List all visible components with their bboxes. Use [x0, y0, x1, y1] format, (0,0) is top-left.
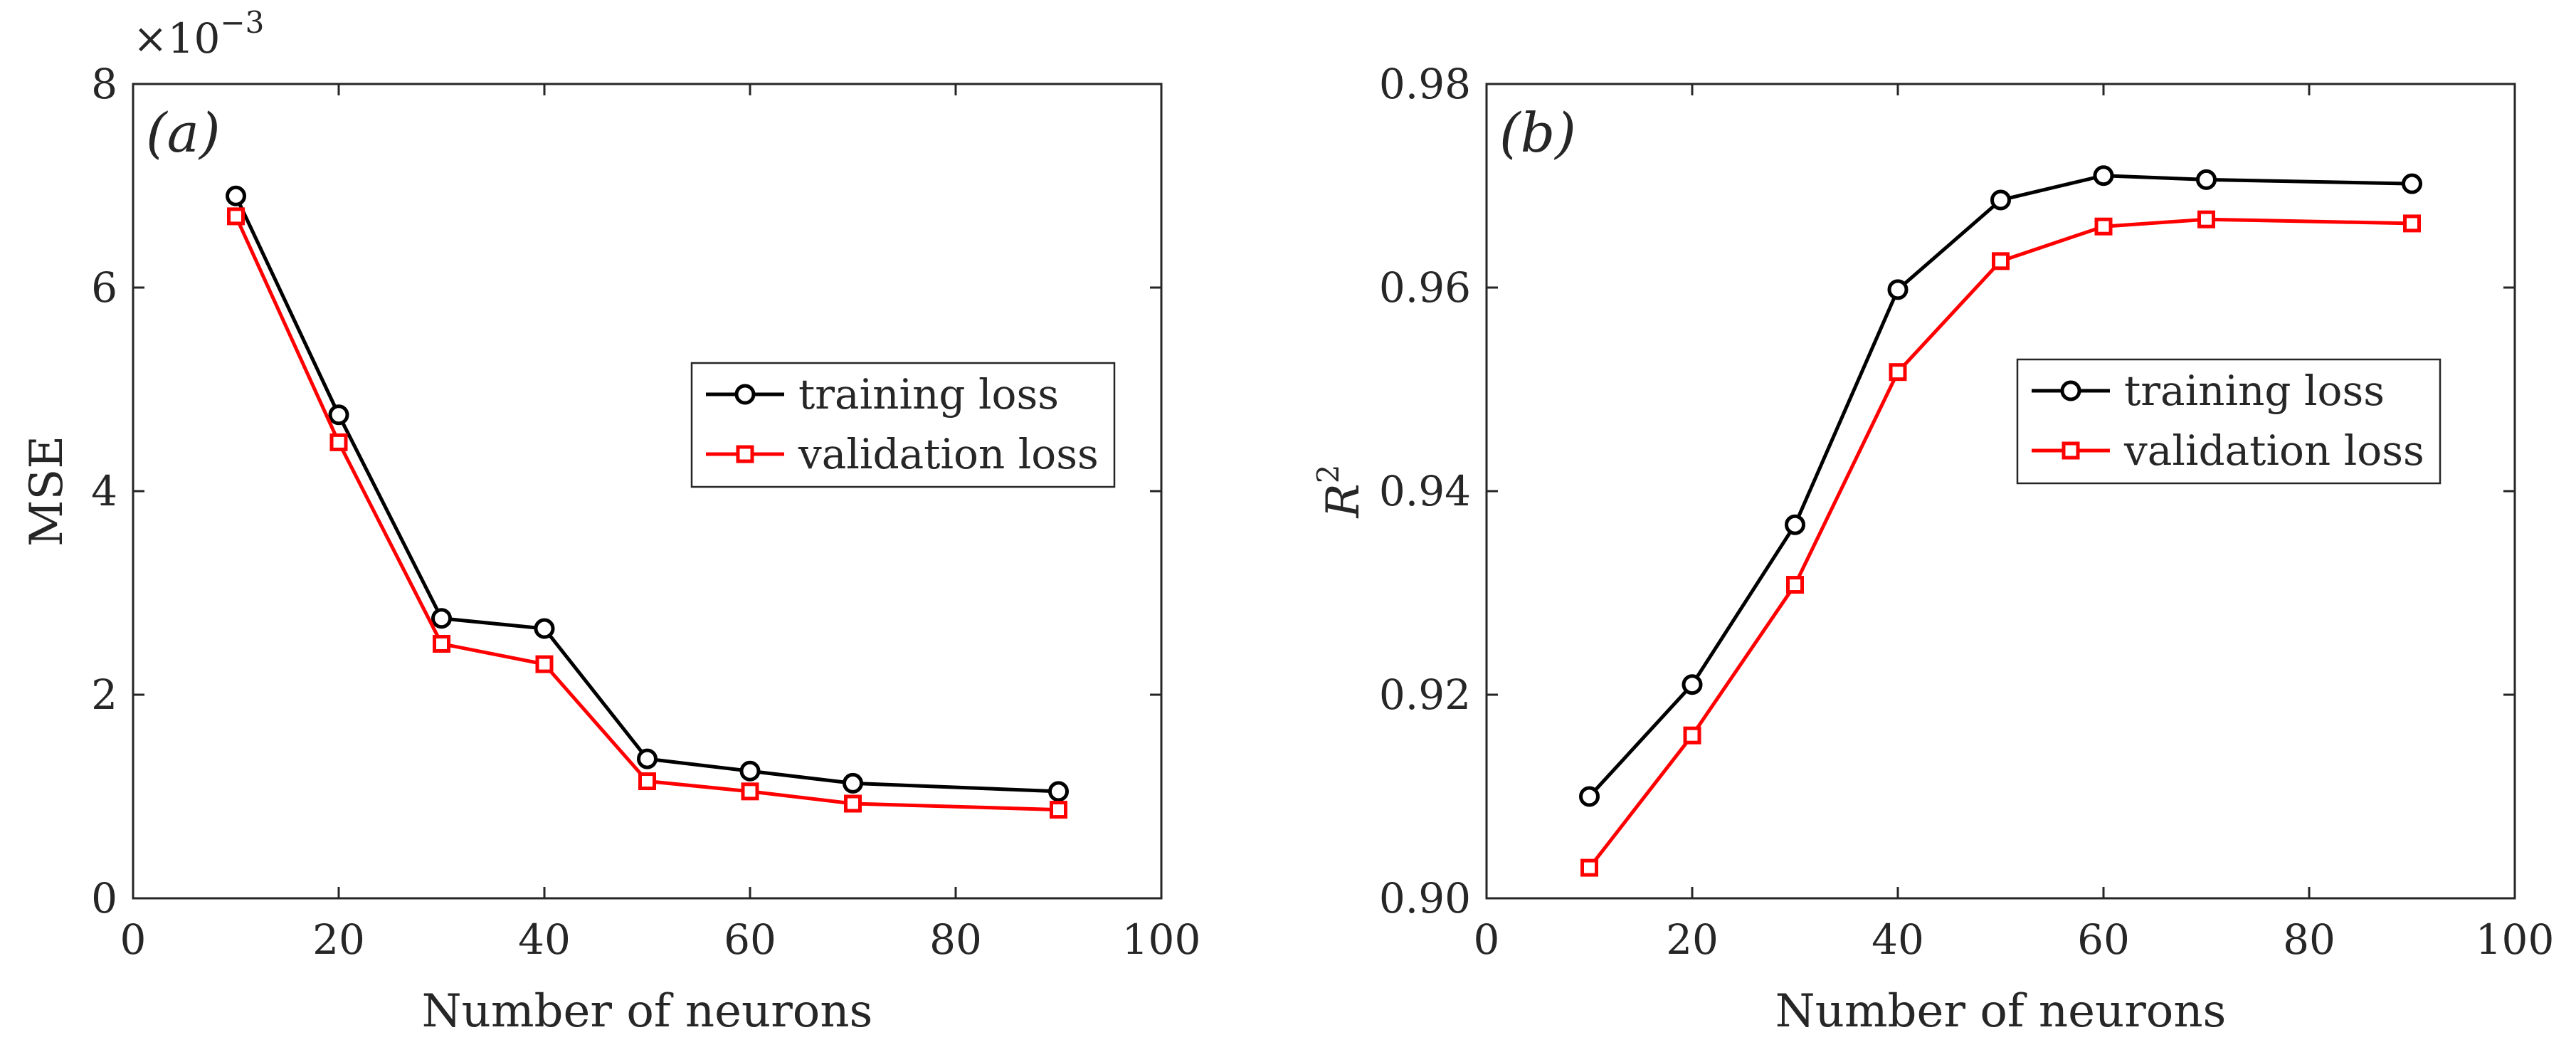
- y-axis-label: R2: [1311, 465, 1370, 519]
- x-tick-label: 20: [312, 915, 365, 964]
- data-point-validation: [1683, 726, 1701, 745]
- legend-entry-validation: validation loss: [2123, 426, 2424, 475]
- x-tick-label: 80: [2283, 915, 2335, 964]
- series-line-validation: [1588, 217, 2412, 869]
- legend-marker-circle: [2060, 380, 2081, 401]
- data-point-validation: [329, 433, 348, 451]
- data-point-validation: [1786, 576, 1804, 594]
- y-axis-label-text: MSE: [21, 436, 73, 547]
- y-axis-label-text: R: [1317, 483, 1370, 518]
- x-tick-label: 60: [724, 915, 776, 964]
- y-tick-label: 0.96: [1379, 263, 1471, 312]
- data-point-validation: [2403, 214, 2421, 233]
- data-point-training: [1048, 781, 1069, 802]
- series-line-validation: [234, 215, 1059, 812]
- data-point-training: [328, 404, 349, 426]
- data-point-validation: [2094, 217, 2113, 236]
- legend-box: [690, 362, 1116, 488]
- x-tick-label: 80: [929, 915, 982, 964]
- legend: training loss validation loss: [2016, 358, 2442, 485]
- data-point-validation: [844, 794, 862, 813]
- y-tick-label: 0.94: [1379, 467, 1471, 515]
- panel-label: (b): [1499, 101, 1576, 164]
- data-point-validation: [638, 772, 656, 791]
- data-point-validation: [741, 782, 759, 801]
- data-point-training: [843, 772, 863, 794]
- x-tick-label: 20: [1666, 915, 1719, 964]
- data-point-training: [739, 760, 761, 782]
- x-tick-label: 100: [2476, 915, 2555, 964]
- data-point-training: [637, 748, 658, 769]
- data-point-training: [1682, 674, 1703, 695]
- data-point-training: [431, 608, 452, 629]
- y-tick-label: 0: [91, 874, 117, 922]
- x-tick-label: 40: [518, 915, 571, 964]
- legend-marker-square: [2062, 441, 2080, 460]
- legend-marker-circle: [734, 384, 756, 405]
- legend-marker-square: [736, 445, 754, 463]
- y-axis-label-superscript: 2: [1311, 465, 1346, 484]
- data-point-validation: [227, 207, 245, 226]
- y-tick-label: 2: [91, 671, 117, 719]
- y-multiplier-exponent: −3: [220, 5, 264, 40]
- x-axis-label: Number of neurons: [1775, 985, 2227, 1038]
- y-tick-label: 4: [91, 467, 117, 515]
- x-axis-label: Number of neurons: [422, 985, 873, 1038]
- legend-entry-validation: validation loss: [798, 430, 1099, 478]
- x-tick-label: 100: [1122, 915, 1201, 964]
- data-point-validation: [1992, 252, 2010, 270]
- y-axis-label: MSE: [21, 436, 73, 547]
- y-tick-label: 6: [91, 263, 117, 312]
- x-tick-label: 0: [120, 915, 147, 964]
- legend-box: [2016, 358, 2442, 485]
- y-multiplier-label: ×10−3: [133, 5, 264, 63]
- data-point-validation: [535, 655, 554, 673]
- x-tick-label: 60: [2077, 915, 2130, 964]
- legend-entry-training: training loss: [2124, 367, 2385, 415]
- legend-entry-training: training loss: [798, 370, 1059, 419]
- x-tick-label: 0: [1474, 915, 1500, 964]
- data-point-training: [226, 185, 246, 206]
- y-multiplier-base: ×10: [133, 14, 220, 63]
- data-point-training: [2093, 165, 2114, 186]
- plot-area: [1485, 83, 2516, 900]
- data-point-validation: [1889, 363, 1907, 382]
- data-point-validation: [1050, 801, 1067, 819]
- data-point-training: [1990, 189, 2011, 211]
- y-tick-label: 0.90: [1379, 874, 1471, 922]
- data-point-training: [1887, 279, 1909, 300]
- data-point-validation: [1580, 858, 1598, 877]
- data-point-training: [1785, 514, 1805, 535]
- chart-panel-a: 0 20 40 60 80 100 0 2 4 6 8 Number of neurons MSE ×10…: [21, 5, 1200, 1038]
- x-tick-label: 40: [1872, 915, 1924, 964]
- data-point-training: [2196, 169, 2217, 190]
- data-point-training: [2402, 173, 2422, 194]
- data-point-validation: [433, 635, 450, 653]
- series-line-training: [1588, 174, 2412, 798]
- y-tick-label: 8: [91, 60, 117, 108]
- chart-panel-b: 0 20 40 60 80 100 0.90 0.92 0.94 0.96 0.98 Number o…: [1311, 60, 2554, 1038]
- y-tick-label: 0.98: [1379, 60, 1471, 108]
- legend: training loss validation loss: [690, 362, 1116, 488]
- panel-label: (a): [146, 101, 221, 164]
- data-point-training: [1579, 786, 1600, 807]
- data-point-validation: [2197, 210, 2215, 228]
- y-tick-label: 0.92: [1379, 671, 1471, 719]
- series-line-training: [234, 195, 1059, 794]
- data-point-training: [534, 618, 555, 639]
